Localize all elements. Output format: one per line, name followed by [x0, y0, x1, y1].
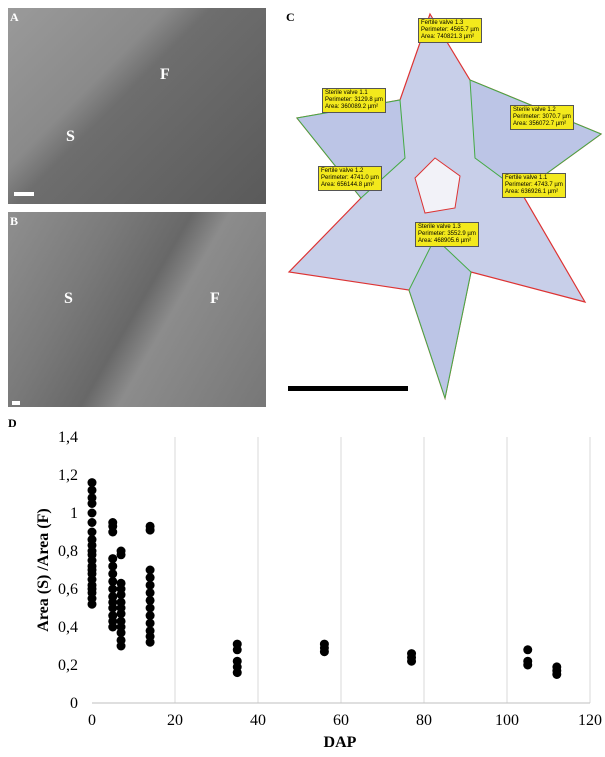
x-axis-label: DAP — [324, 734, 357, 751]
annotation-area: Area: 656144.8 µm² — [321, 182, 379, 189]
scale-bar — [12, 401, 20, 405]
point — [146, 566, 155, 575]
point — [88, 478, 97, 487]
y-tick-label: 0,4 — [58, 619, 78, 636]
annotation-perimeter: Perimeter: 4743.7 µm — [505, 182, 563, 189]
region-label: F — [210, 290, 220, 308]
annotation-perimeter: Perimeter: 3552.9 µm — [418, 231, 476, 238]
annotation-title: Sterile valve 1.2 — [513, 107, 571, 114]
point — [407, 649, 416, 658]
point — [108, 554, 117, 563]
y-tick-label: 0,8 — [58, 543, 78, 560]
annotation-area: Area: 356072.7 µm² — [513, 121, 571, 128]
point — [233, 657, 242, 666]
annotation-title: Fertile valve 1.2 — [321, 168, 379, 175]
annotation-area: Area: 360089.2 µm² — [325, 104, 383, 111]
point — [88, 509, 97, 518]
x-tick-label: 120 — [578, 712, 602, 729]
region-label: S — [66, 128, 75, 146]
y-axis-label: Area (S) /Area (F) — [35, 508, 52, 631]
point — [108, 518, 117, 527]
point — [88, 518, 97, 527]
point — [117, 547, 126, 556]
annotation-area: Area: 468905.6 µm² — [418, 238, 476, 245]
y-tick-label: 0 — [70, 695, 78, 712]
point — [523, 657, 532, 666]
x-tick-label: 40 — [250, 712, 266, 729]
annotation-title: Sterile valve 1.3 — [418, 224, 476, 231]
panel-label: A — [10, 10, 19, 25]
micrograph-b — [8, 212, 266, 407]
scale-bar — [14, 192, 34, 196]
annotation-perimeter: Perimeter: 3129.8 µm — [325, 97, 383, 104]
y-tick-label: 1 — [70, 505, 78, 522]
micrograph-a — [8, 8, 266, 204]
x-tick-label: 0 — [88, 712, 96, 729]
y-tick-label: 0,6 — [58, 581, 78, 598]
region-label: S — [64, 290, 73, 308]
x-tick-label: 100 — [495, 712, 519, 729]
annotation-perimeter: Perimeter: 3070.7 µm — [513, 114, 571, 121]
annotation-area: Area: 740821.3 µm² — [421, 34, 479, 41]
annotation-title: Sterile valve 1.1 — [325, 90, 383, 97]
point — [552, 662, 561, 671]
point — [320, 640, 329, 649]
annotation-perimeter: Perimeter: 4565.7 µm — [421, 27, 479, 34]
point — [233, 640, 242, 649]
panel-label: C — [286, 10, 295, 25]
annotation-title: Fertile valve 1.3 — [421, 20, 479, 27]
region-label: F — [160, 66, 170, 84]
panel-label: D — [8, 416, 17, 430]
point — [523, 645, 532, 654]
y-tick-label: 0,2 — [58, 657, 78, 674]
x-tick-label: 80 — [416, 712, 432, 729]
y-tick-label: 1,2 — [58, 467, 78, 484]
x-tick-label: 60 — [333, 712, 349, 729]
annotation-perimeter: Perimeter: 4741.0 µm — [321, 175, 379, 182]
point — [88, 528, 97, 537]
panel-label: B — [10, 214, 18, 229]
annotation-title: Fertile valve 1.1 — [505, 175, 563, 182]
figure: A S F B S F C Fertile valve 1.3Perimeter… — [0, 0, 605, 757]
chart: D DAP Area (S) /Area (F) 0 20 40 60 80 100 120… — [0, 415, 605, 757]
point — [117, 579, 126, 588]
y-tick-label: 1,4 — [58, 429, 78, 446]
scale-bar — [288, 386, 408, 391]
cross-section — [285, 8, 605, 410]
annotation-area: Area: 636926.1 µm² — [505, 189, 563, 196]
x-tick-label: 20 — [167, 712, 183, 729]
point — [146, 522, 155, 531]
